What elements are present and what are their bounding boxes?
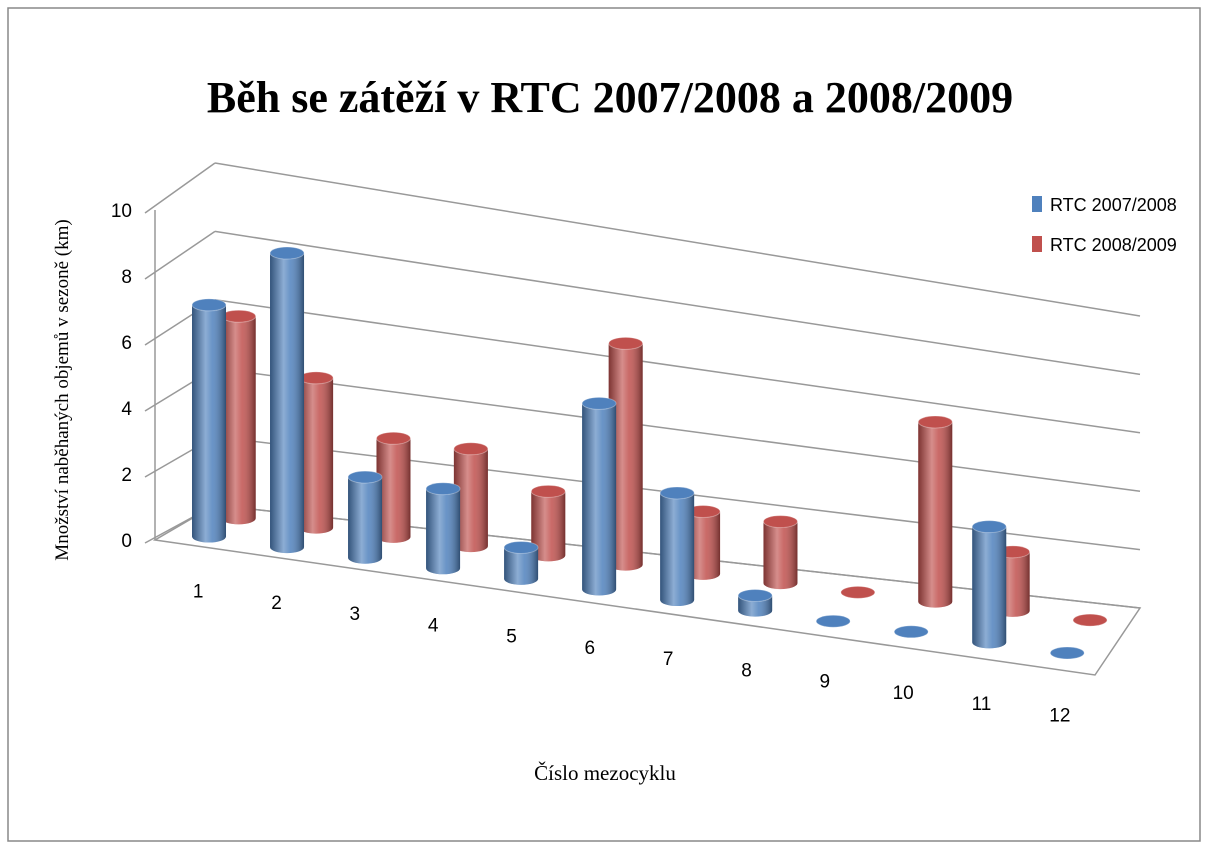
bar-cap xyxy=(221,309,257,323)
x-tick-label: 6 xyxy=(585,638,596,659)
x-tick-label: 1 xyxy=(193,582,204,603)
x-tick-label: 12 xyxy=(1049,705,1070,726)
bar-shade xyxy=(608,343,643,571)
x-tick-label: 9 xyxy=(820,672,831,693)
bar-cap xyxy=(1049,646,1085,660)
bar-shade xyxy=(972,526,1007,649)
bar-cap xyxy=(347,470,383,484)
bar-cap xyxy=(840,585,876,599)
bar-cap xyxy=(1072,613,1108,627)
bar-shade xyxy=(582,403,617,596)
side-grid-line xyxy=(144,230,216,280)
bar-cap xyxy=(815,614,851,628)
bar-cap xyxy=(375,431,411,445)
bar-shade xyxy=(686,511,721,580)
bar-cap xyxy=(530,484,566,498)
bar-shade xyxy=(426,488,461,575)
bar-cap xyxy=(269,246,305,260)
side-grid-line xyxy=(144,162,216,214)
bar-shade xyxy=(918,421,953,608)
bar-shade xyxy=(453,448,488,553)
y-tick-label: 8 xyxy=(121,267,132,288)
legend-label: RTC 2008/2009 xyxy=(1050,235,1177,255)
bar-shade xyxy=(270,253,305,554)
x-axis-label: Číslo mezocyklu xyxy=(534,761,676,785)
chart-title: Běh se zátěží v RTC 2007/2008 a 2008/200… xyxy=(207,73,1013,122)
bar-shade xyxy=(738,595,773,617)
y-tick-label: 2 xyxy=(121,465,132,486)
bar-cap xyxy=(298,371,334,385)
bar-cap xyxy=(917,415,953,429)
bar-cap xyxy=(425,482,461,496)
x-tick-label: 4 xyxy=(428,615,439,636)
grid-line xyxy=(214,162,1141,317)
x-tick-label: 2 xyxy=(271,593,282,614)
bar-shade xyxy=(299,377,334,534)
bar-shade xyxy=(531,491,566,562)
bar-shade xyxy=(192,304,227,543)
bar-cap xyxy=(608,336,644,350)
x-tick-label: 3 xyxy=(350,604,361,625)
bar-shade xyxy=(221,316,256,525)
grid-line xyxy=(214,230,1141,376)
grid-line xyxy=(214,367,1141,492)
bar-cap xyxy=(581,396,617,410)
grid-line xyxy=(214,299,1141,434)
bar-cap xyxy=(893,625,929,639)
x-tick-label: 10 xyxy=(893,683,914,704)
x-tick-label: 8 xyxy=(741,660,752,681)
bar-cap xyxy=(762,515,798,529)
x-tick-label: 11 xyxy=(972,694,992,715)
legend-label: RTC 2007/2008 xyxy=(1050,195,1177,215)
bar-cap xyxy=(659,486,695,500)
bar-cap xyxy=(971,520,1007,534)
legend-swatch xyxy=(1032,236,1042,252)
legend-swatch xyxy=(1032,196,1042,212)
y-tick-label: 6 xyxy=(121,333,132,354)
bar-cap xyxy=(453,442,489,456)
bar-shade xyxy=(504,547,539,585)
y-axis-label: Množství naběhaných objemů v sezoně (km) xyxy=(52,219,73,560)
bar-cap xyxy=(737,589,773,603)
bar-shade xyxy=(348,477,383,564)
y-tick-label: 4 xyxy=(121,399,132,420)
x-tick-label: 7 xyxy=(663,649,674,670)
x-tick-label: 5 xyxy=(506,627,517,648)
bar-shade xyxy=(660,492,695,607)
bar-cap xyxy=(191,298,227,312)
bar-cap xyxy=(503,540,539,554)
bar-shade xyxy=(763,521,798,590)
y-tick-label: 0 xyxy=(121,531,132,552)
y-tick-label: 10 xyxy=(111,201,132,222)
bar-shade xyxy=(376,438,411,543)
